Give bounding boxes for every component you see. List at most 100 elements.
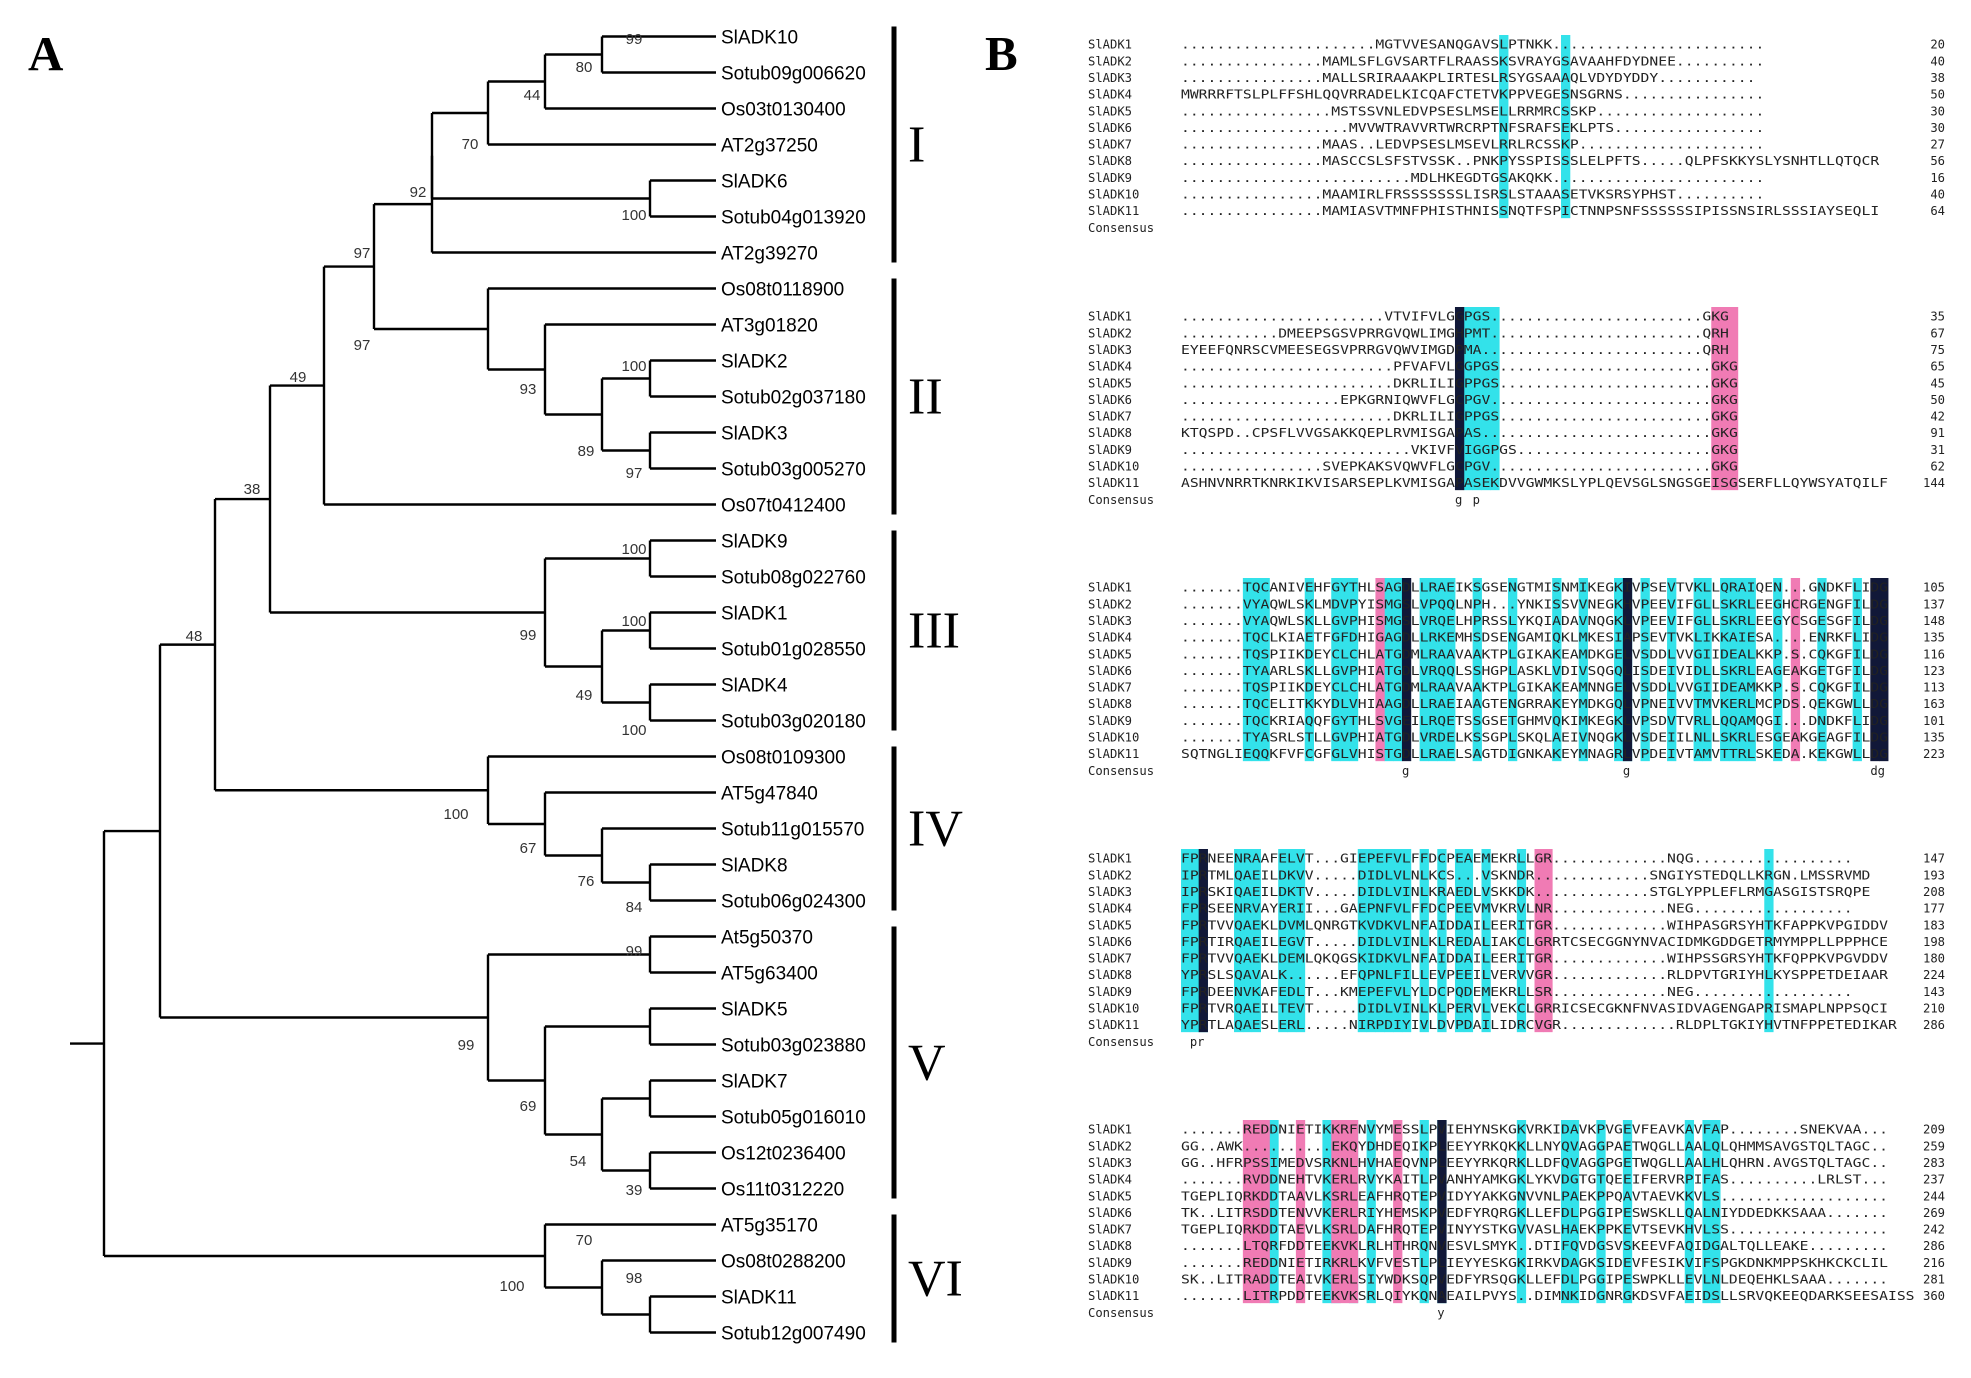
conservation-highlight (1295, 1120, 1306, 1304)
sequence-name: SlADK3 (1088, 343, 1132, 357)
bootstrap-value: 100 (621, 722, 646, 739)
conservation-highlight (1463, 307, 1474, 491)
alignment-block: SlADK1 .......REDDNIETIKKRFNVYMESSLPVIEHY… (1088, 1120, 1945, 1320)
sequence-name: SlADK6 (1088, 1206, 1132, 1220)
bootstrap-value: 93 (520, 381, 537, 398)
consensus-symbol: y (1437, 1306, 1444, 1320)
sequence-name: SlADK5 (1088, 376, 1132, 390)
group-label: III (908, 603, 960, 660)
panel-label-a: A (28, 26, 64, 81)
sequence-position: 116 (1923, 647, 1945, 661)
sequence-name: SlADK9 (1088, 714, 1132, 728)
bootstrap-value: 97 (354, 337, 371, 354)
conservation-highlight (1490, 307, 1500, 491)
conservation-highlight (1879, 578, 1889, 762)
conservation-highlight (1684, 1120, 1695, 1304)
taxon-label: SlADK7 (721, 1072, 788, 1093)
sequence-row: ..........................VKIVFVIGGPGS..… (1181, 443, 1738, 457)
conservation-highlight (1693, 578, 1703, 762)
conservation-highlight (1419, 578, 1429, 762)
sequence-row: .......TQCANIVEHFGYTHLSAGDLLRAEIKSGSENGT… (1181, 581, 1888, 595)
sequence-name: SlADK5 (1088, 918, 1132, 932)
sequence-row: .......TQCELITKKYDLVHIAAGDLLRAEIAAGTENGR… (1181, 697, 1888, 711)
conservation-highlight (1852, 578, 1862, 762)
sequence-position: 198 (1923, 935, 1945, 949)
sequence-row: ................MAMLSFLGVSARTFLRAASSKSVR… (1181, 54, 1764, 68)
sequence-row: ................SVEPKAKSVQWVFLGCPGV.....… (1181, 460, 1738, 474)
sequence-position: 144 (1923, 476, 1945, 490)
taxon-label: SlADK2 (721, 352, 788, 373)
sequence-position: 244 (1923, 1189, 1945, 1203)
conservation-highlight (1481, 307, 1491, 491)
conservation-highlight (1269, 1120, 1279, 1304)
bootstrap-value: 100 (621, 207, 646, 224)
sequence-name: SlADK4 (1088, 631, 1132, 645)
taxon-label: Sotub11g015570 (721, 820, 864, 841)
conservation-highlight (1463, 849, 1474, 1033)
sequence-position: 269 (1923, 1206, 1945, 1220)
sequence-name: SlADK6 (1088, 121, 1132, 135)
sequence-row: ...................MVVWTRAVVRTWRCRPTNFSR… (1181, 121, 1764, 135)
group-label: II (908, 369, 943, 426)
sequence-row: ..........................MDLHKEGDTGSAKQ… (1181, 171, 1764, 185)
taxon-label: SlADK10 (721, 28, 798, 49)
sequence-row: FPRNEENRAAFELVT...GIEPEFVLFFDCPEAEMEKRLL… (1181, 852, 1853, 866)
conservation-highlight (1375, 849, 1385, 1033)
tree-taxa: SlADK10 Sotub09g006620 Os03t0130400 AT2g372… (721, 28, 866, 1345)
sequence-name: SlADK10 (1088, 1002, 1139, 1016)
conservation-highlight (1720, 578, 1730, 762)
consensus-label: Consensus (1088, 1306, 1154, 1320)
bootstrap-value: 100 (621, 541, 646, 558)
conservation-highlight (1746, 578, 1756, 762)
sequence-position: 45 (1930, 376, 1945, 390)
sequence-row: ................MAMIASVTMNFPHISTHNISSNQT… (1181, 204, 1879, 218)
sequence-row: ......................MGTVVESANQGAVSLPTN… (1181, 38, 1764, 52)
taxon-label: At5g50370 (721, 928, 813, 949)
sequence-name: SlADK11 (1088, 476, 1139, 490)
sequence-name: SlADK10 (1088, 188, 1139, 202)
conservation-highlight (1304, 578, 1315, 762)
taxon-label: Os12t0236400 (721, 1144, 846, 1165)
conservation-highlight (1543, 849, 1553, 1033)
taxon-label: Sotub06g024300 (721, 892, 866, 913)
taxon-label: SlADK3 (721, 424, 788, 445)
bootstrap-value: 99 (626, 943, 643, 960)
sequence-name: SlADK2 (1088, 868, 1132, 882)
group-label: V (908, 1035, 946, 1092)
conservation-highlight (1481, 849, 1491, 1033)
sequence-position: 75 (1930, 343, 1945, 357)
consensus-label: Consensus (1088, 221, 1154, 235)
bootstrap-value: 97 (626, 465, 643, 482)
sequence-name: SlADK10 (1088, 460, 1139, 474)
bootstrap-value: 69 (520, 1098, 537, 1115)
sequence-name: SlADK6 (1088, 935, 1132, 949)
sequence-name: SlADK7 (1088, 410, 1132, 424)
alignment-block: SlADK1 .......TQCANIVEHFGYTHLSAGDLLRAEIKS… (1088, 578, 1945, 778)
sequence-row: TGEPLIQRKDDTAAVLKSRLEAFHRQTEPVIDYYAKKGNV… (1181, 1189, 1888, 1203)
sequence-name: SlADK1 (1088, 1123, 1132, 1137)
sequence-row: FPRSEENRVAYERII...GAEPNFVLFFDCPEEVMVKRVL… (1181, 902, 1853, 916)
sequence-position: 64 (1930, 204, 1945, 218)
sequence-position: 67 (1930, 326, 1945, 340)
conservation-highlight (1375, 578, 1385, 762)
sequence-position: 209 (1923, 1123, 1945, 1137)
bootstrap-value: 54 (570, 1153, 587, 1170)
sequence-position: 283 (1923, 1156, 1945, 1170)
conservation-highlight (1552, 578, 1562, 762)
conservation-highlight (1393, 849, 1403, 1033)
sequence-position: 360 (1923, 1289, 1945, 1303)
sequence-position: 208 (1923, 885, 1945, 899)
conservation-highlight (1189, 849, 1200, 1033)
conservation-highlight (1278, 849, 1288, 1033)
sequence-name: SlADK1 (1088, 38, 1132, 52)
conservation-highlight (1737, 578, 1748, 762)
sequence-row: ................MASCCSLSFSTVSSK..PNKPYSS… (1181, 154, 1880, 168)
taxon-label: Sotub04g013920 (721, 208, 866, 229)
conservation-highlight (1454, 849, 1465, 1033)
alignment-block: SlADK1 ......................MGTVVESANQGA… (1088, 35, 1945, 235)
sequence-position: 91 (1930, 426, 1945, 440)
conservation-highlight (1198, 849, 1208, 1033)
sequence-name: SlADK6 (1088, 664, 1132, 678)
sequence-position: 148 (1923, 614, 1945, 628)
conservation-highlight (1384, 578, 1394, 762)
